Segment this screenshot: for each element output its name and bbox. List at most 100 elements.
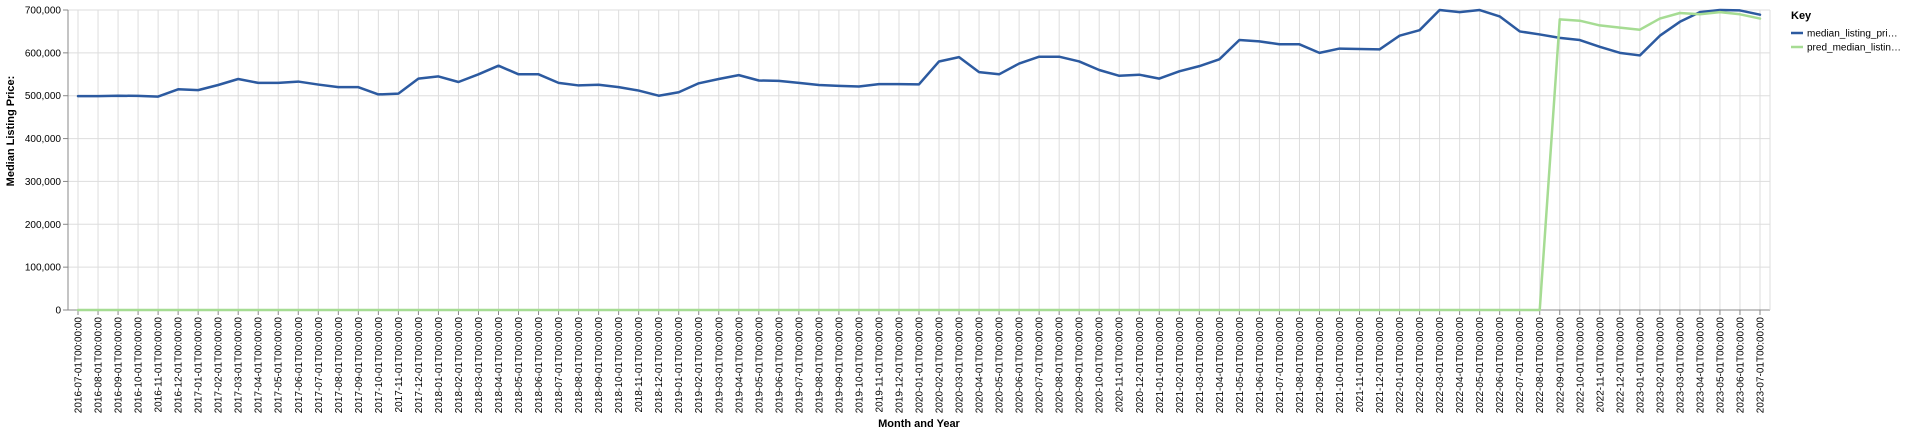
x-tick-label: 2018-02-01T00:00:00: [454, 317, 465, 414]
y-tick-label: 500,000: [25, 91, 62, 102]
legend-label: median_listing_pri…: [1807, 29, 1898, 40]
legend-label: pred_median_listin…: [1807, 43, 1901, 54]
y-axis-title: Median Listing Price:: [5, 76, 17, 187]
x-tick-label: 2018-07-01T00:00:00: [554, 317, 565, 414]
x-tick-label: 2018-12-01T00:00:00: [654, 317, 665, 414]
x-tick-label: 2017-07-01T00:00:00: [314, 317, 325, 414]
x-tick-label: 2020-08-01T00:00:00: [1055, 317, 1066, 414]
x-tick-label: 2018-08-01T00:00:00: [574, 317, 585, 414]
x-tick-label: 2019-12-01T00:00:00: [894, 317, 905, 414]
y-tick-label: 0: [55, 306, 61, 317]
x-tick-label: 2022-01-01T00:00:00: [1395, 317, 1406, 414]
x-tick-label: 2022-02-01T00:00:00: [1415, 317, 1426, 414]
x-tick-label: 2023-07-01T00:00:00: [1755, 317, 1766, 414]
x-tick-label: 2016-12-01T00:00:00: [174, 317, 185, 414]
x-tick-label: 2020-10-01T00:00:00: [1095, 317, 1106, 414]
x-tick-label: 2020-03-01T00:00:00: [955, 317, 966, 414]
x-tick-label: 2023-05-01T00:00:00: [1715, 317, 1726, 414]
y-tick-label: 700,000: [25, 6, 62, 17]
x-tick-label: 2017-12-01T00:00:00: [414, 317, 425, 414]
y-axis-ticks: 0 100,000 200,000 300,000 400,000 500,000 600,…: [25, 6, 68, 317]
y-tick-label: 600,000: [25, 48, 62, 59]
x-tick-label: 2020-04-01T00:00:00: [975, 317, 986, 414]
x-tick-label: 2020-01-01T00:00:00: [915, 317, 926, 414]
x-tick-label: 2016-10-01T00:00:00: [134, 317, 145, 414]
x-tick-label: 2023-06-01T00:00:00: [1735, 317, 1746, 414]
x-tick-label: 2022-03-01T00:00:00: [1435, 317, 1446, 414]
x-tick-label: 2016-07-01T00:00:00: [74, 317, 85, 414]
x-tick-label: 2019-03-01T00:00:00: [714, 317, 725, 414]
x-tick-label: 2020-02-01T00:00:00: [935, 317, 946, 414]
x-tick-label: 2021-11-01T00:00:00: [1355, 317, 1366, 413]
x-tick-label: 2018-09-01T00:00:00: [594, 317, 605, 414]
x-tick-label: 2023-04-01T00:00:00: [1695, 317, 1706, 414]
legend: Key median_listing_pri… pred_median_listi…: [1791, 10, 1901, 54]
x-tick-label: 2017-06-01T00:00:00: [294, 317, 305, 414]
x-tick-label: 2018-11-01T00:00:00: [634, 317, 645, 413]
y-tick-label: 300,000: [25, 177, 62, 188]
x-tick-label: 2019-09-01T00:00:00: [834, 317, 845, 414]
x-tick-label: 2021-08-01T00:00:00: [1295, 317, 1306, 414]
x-tick-label: 2022-11-01T00:00:00: [1595, 317, 1606, 413]
x-tick-label: 2021-10-01T00:00:00: [1335, 317, 1346, 414]
x-tick-label: 2019-01-01T00:00:00: [674, 317, 685, 414]
x-tick-label: 2019-08-01T00:00:00: [814, 317, 825, 414]
x-tick-label: 2022-09-01T00:00:00: [1555, 317, 1566, 414]
x-tick-label: 2021-05-01T00:00:00: [1235, 317, 1246, 414]
x-tick-label: 2017-02-01T00:00:00: [214, 317, 225, 414]
x-tick-label: 2018-01-01T00:00:00: [434, 317, 445, 414]
x-tick-label: 2021-06-01T00:00:00: [1255, 317, 1266, 414]
x-tick-label: 2019-11-01T00:00:00: [874, 317, 885, 413]
x-tick-label: 2017-08-01T00:00:00: [334, 317, 345, 414]
x-tick-label: 2019-10-01T00:00:00: [854, 317, 865, 414]
x-axis-title: Month and Year: [878, 418, 960, 430]
x-tick-label: 2017-03-01T00:00:00: [234, 317, 245, 414]
x-tick-label: 2020-06-01T00:00:00: [1015, 317, 1026, 414]
x-tick-label: 2019-04-01T00:00:00: [734, 317, 745, 414]
x-tick-label: 2017-01-01T00:00:00: [194, 317, 205, 414]
x-tick-label: 2021-01-01T00:00:00: [1155, 317, 1166, 414]
x-tick-label: 2022-10-01T00:00:00: [1575, 317, 1586, 414]
x-tick-label: 2019-07-01T00:00:00: [794, 317, 805, 414]
x-tick-label: 2021-04-01T00:00:00: [1215, 317, 1226, 414]
x-tick-label: 2021-02-01T00:00:00: [1175, 317, 1186, 414]
x-tick-label: 2020-05-01T00:00:00: [995, 317, 1006, 414]
x-tick-label: 2020-09-01T00:00:00: [1075, 317, 1086, 414]
x-tick-label: 2016-11-01T00:00:00: [154, 317, 165, 413]
x-tick-label: 2018-03-01T00:00:00: [474, 317, 485, 414]
x-tick-label: 2017-09-01T00:00:00: [354, 317, 365, 414]
y-tick-label: 200,000: [25, 220, 62, 231]
x-tick-label: 2022-05-01T00:00:00: [1475, 317, 1486, 414]
x-tick-label: 2019-02-01T00:00:00: [694, 317, 705, 414]
x-tick-label: 2020-07-01T00:00:00: [1035, 317, 1046, 414]
x-tick-label: 2018-04-01T00:00:00: [494, 317, 505, 414]
x-axis-ticks: 2016-07-01T00:00:00 2016-08-01T00:00:00 20…: [74, 310, 1766, 414]
x-tick-label: 2020-12-01T00:00:00: [1135, 317, 1146, 414]
x-tick-label: 2022-07-01T00:00:00: [1515, 317, 1526, 414]
x-tick-label: 2021-12-01T00:00:00: [1375, 317, 1386, 414]
series-line-1: [76, 10, 1762, 312]
x-tick-label: 2021-09-01T00:00:00: [1315, 317, 1326, 414]
x-tick-label: 2017-10-01T00:00:00: [374, 317, 385, 414]
x-tick-label: 2022-08-01T00:00:00: [1535, 317, 1546, 414]
x-tick-label: 2017-05-01T00:00:00: [274, 317, 285, 414]
legend-title: Key: [1791, 10, 1812, 22]
gridlines: [67, 9, 1771, 311]
series-line-0: [76, 8, 1762, 98]
x-tick-label: 2021-07-01T00:00:00: [1275, 317, 1286, 414]
x-tick-label: 2022-06-01T00:00:00: [1495, 317, 1506, 414]
x-tick-label: 2023-03-01T00:00:00: [1675, 317, 1686, 414]
x-tick-label: 2020-11-01T00:00:00: [1115, 317, 1126, 413]
x-tick-label: 2016-09-01T00:00:00: [114, 317, 125, 414]
x-tick-label: 2022-04-01T00:00:00: [1455, 317, 1466, 414]
x-tick-label: 2021-03-01T00:00:00: [1195, 317, 1206, 414]
x-tick-label: 2019-05-01T00:00:00: [754, 317, 765, 414]
x-tick-label: 2023-02-01T00:00:00: [1655, 317, 1666, 414]
y-tick-label: 100,000: [25, 263, 62, 274]
x-tick-label: 2017-11-01T00:00:00: [394, 317, 405, 413]
x-tick-label: 2019-06-01T00:00:00: [774, 317, 785, 414]
x-tick-label: 2017-04-01T00:00:00: [254, 317, 265, 414]
x-tick-label: 2018-05-01T00:00:00: [514, 317, 525, 414]
